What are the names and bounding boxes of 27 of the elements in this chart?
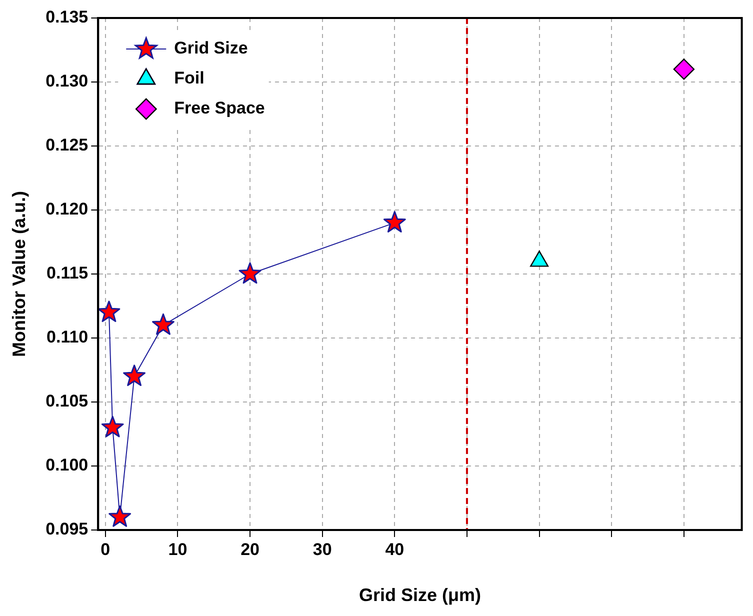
y-tick-label: 0.110 <box>46 328 88 347</box>
y-tick-label: 0.095 <box>46 520 88 539</box>
point <box>101 416 124 438</box>
x-tick-label: 20 <box>240 540 260 559</box>
y-tick-label: 0.125 <box>46 136 88 155</box>
x-tick-label: 30 <box>312 540 332 559</box>
legend-label: Foil <box>174 68 204 88</box>
y-tick-label: 0.120 <box>46 200 88 219</box>
point <box>152 313 174 335</box>
point <box>238 262 262 284</box>
legend-label: Grid Size <box>174 38 248 58</box>
y-axis-title: Monitor Value (a.u.) <box>8 190 29 358</box>
x-tick-label: 0 <box>100 540 110 559</box>
point <box>673 58 695 80</box>
x-axis-title: Grid Size (μm) <box>358 585 481 606</box>
y-tick-label: 0.105 <box>46 392 88 411</box>
y-tick-label: 0.115 <box>46 264 88 283</box>
point <box>108 505 132 527</box>
point <box>98 300 120 322</box>
point <box>383 211 406 232</box>
legend-label: Free Space <box>174 98 265 118</box>
x-tick-label: 40 <box>385 540 404 559</box>
x-tick-label: 10 <box>168 540 188 559</box>
y-tick-label: 0.100 <box>46 456 88 475</box>
point <box>123 364 146 386</box>
y-tick-label: 0.135 <box>46 8 88 27</box>
y-tick-label: 0.130 <box>46 72 88 91</box>
